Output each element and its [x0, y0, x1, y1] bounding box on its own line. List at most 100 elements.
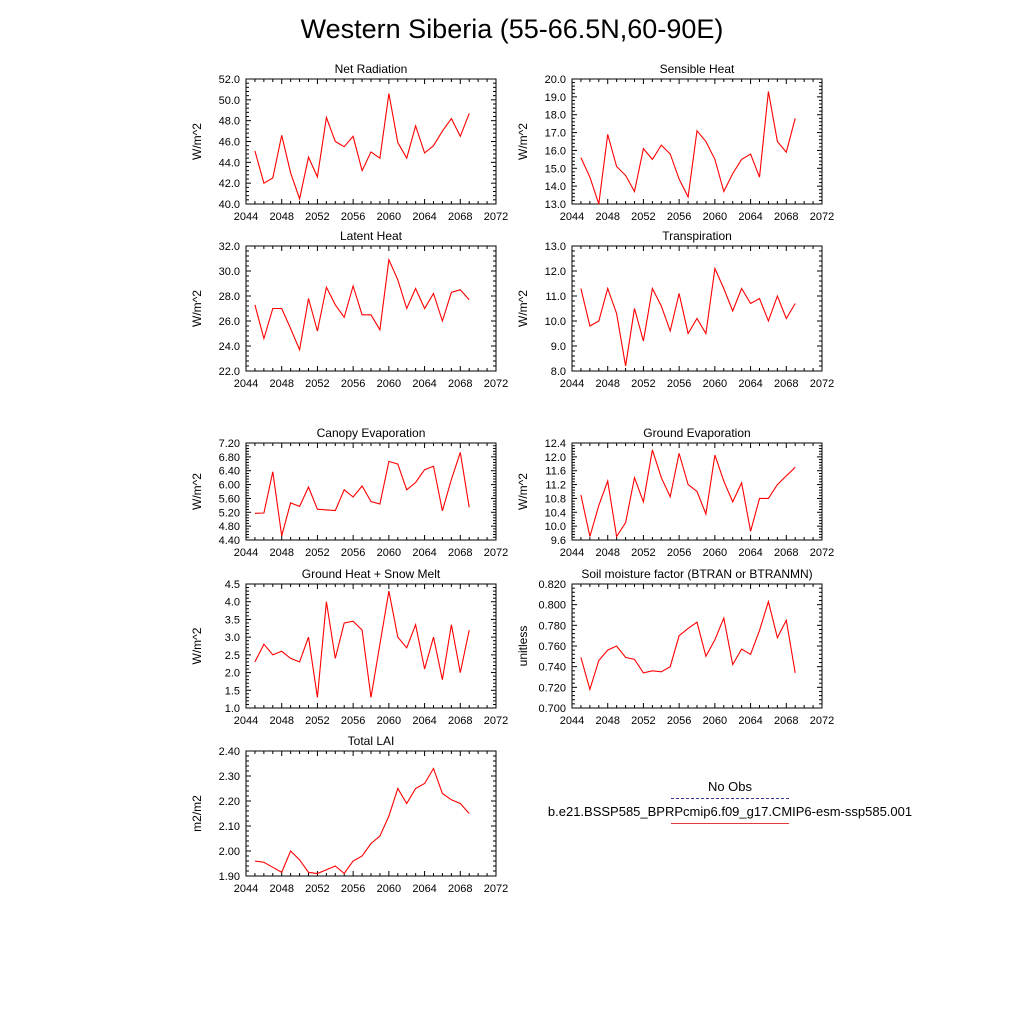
panel-3-ytick-label: 28.0 — [219, 291, 240, 303]
panel-8-xtick-label: 2048 — [595, 715, 619, 727]
panel-8-xtick-label: 2068 — [774, 715, 798, 727]
panel-2-xtick-label: 2068 — [774, 211, 798, 223]
panel-8-series-line — [580, 599, 796, 692]
panel-8-ytick-label: 0.760 — [538, 641, 566, 653]
panel-3-xtick-label: 2052 — [305, 378, 329, 390]
panel-4-ytick-label: 12.0 — [545, 266, 566, 278]
panel-5-ytick-label: 6.00 — [219, 480, 240, 492]
panel-4-xtick-label: 2052 — [631, 378, 655, 390]
panel-2-ytick-label: 20.0 — [545, 74, 566, 86]
panel-2-series-line — [580, 91, 796, 205]
panel-5-xtick-label: 2056 — [341, 547, 365, 559]
panel-9-ytick-label: 2.30 — [219, 771, 240, 783]
panel-5-xtick-label: 2064 — [412, 547, 436, 559]
panel-9-xtick-label: 2068 — [448, 883, 472, 895]
panel-7-series-line — [254, 590, 470, 698]
panel-6-title: Ground Evaporation — [643, 426, 750, 440]
panel-6-ytick-label: 12.4 — [545, 438, 566, 450]
panel-6-xtick-label: 2064 — [738, 547, 762, 559]
panel-8-xtick-label: 2064 — [738, 715, 762, 727]
panel-8-ytick-label: 0.700 — [538, 703, 566, 715]
panel-6-ytick-label: 10.8 — [545, 493, 566, 505]
legend-obs-label: No Obs — [707, 779, 753, 794]
panel-9-ytick-label: 2.10 — [219, 821, 240, 833]
panel-6-ytick-label: 12.0 — [545, 452, 566, 464]
panel-9-ylabel: m2/m2 — [190, 795, 204, 832]
panel-7-xtick-label: 2060 — [377, 715, 401, 727]
panel-5-xtick-label: 2052 — [305, 547, 329, 559]
panel-8-ytick-label: 0.780 — [538, 620, 566, 632]
panel-3-ytick-label: 22.0 — [219, 366, 240, 378]
panel-5-ylabel: W/m^2 — [190, 473, 204, 510]
panel-3-xtick-label: 2064 — [412, 378, 436, 390]
panel-2-xtick-label: 2056 — [667, 211, 691, 223]
legend: No Obs b.e21.BSSP585_BPRPcmip6.f09_g17.C… — [520, 778, 940, 828]
panel-6-ylabel: W/m^2 — [516, 473, 530, 510]
panel-1-xtick-label: 2056 — [341, 211, 365, 223]
panel-6-ytick-label: 10.0 — [545, 521, 566, 533]
panel-3-ylabel: W/m^2 — [190, 290, 204, 327]
panel-8-ytick-label: 0.740 — [538, 662, 566, 674]
panel-8-ytick-label: 0.820 — [538, 579, 566, 591]
panel-6-ytick-label: 11.6 — [545, 466, 566, 478]
panel-3-xtick-label: 2060 — [377, 378, 401, 390]
panel-4-xtick-label: 2056 — [667, 378, 691, 390]
panel-9-xtick-label: 2072 — [484, 883, 508, 895]
panel-1-xtick-label: 2072 — [484, 211, 508, 223]
legend-model-line — [671, 823, 789, 824]
panel-4-xtick-label: 2044 — [560, 378, 584, 390]
panel-7-xtick-label: 2064 — [412, 715, 436, 727]
panel-9-xtick-label: 2060 — [377, 883, 401, 895]
panel-4-frame — [571, 245, 823, 372]
panel-4-xtick-label: 2068 — [774, 378, 798, 390]
panel-7-ytick-label: 2.0 — [225, 668, 240, 680]
panel-6-ytick-label: 11.2 — [545, 480, 566, 492]
panel-8-xtick-label: 2060 — [703, 715, 727, 727]
panel-7-xtick-label: 2068 — [448, 715, 472, 727]
panel-2-title: Sensible Heat — [660, 62, 735, 76]
panel-1-ytick-label: 48.0 — [219, 116, 240, 128]
panel-7-xtick-label: 2052 — [305, 715, 329, 727]
panel-8-title: Soil moisture factor (BTRAN or BTRANMN) — [581, 567, 812, 581]
panel-5-ytick-label: 6.40 — [219, 466, 240, 478]
panel-4-title: Transpiration — [662, 229, 732, 243]
panel-9-ytick-label: 2.20 — [219, 796, 240, 808]
panel-4-xtick-label: 2072 — [810, 378, 834, 390]
panel-8-xtick-label: 2052 — [631, 715, 655, 727]
panel-8-ytick-label: 0.800 — [538, 600, 566, 612]
panel-1-series-line — [254, 93, 470, 201]
legend-model-label: b.e21.BSSP585_BPRPcmip6.f09_g17.CMIP6-es… — [547, 804, 913, 819]
panel-3-ytick-label: 24.0 — [219, 341, 240, 353]
panel-2-xtick-label: 2060 — [703, 211, 727, 223]
panel-1-ytick-label: 40.0 — [219, 199, 240, 211]
panel-1-ytick-label: 44.0 — [219, 157, 240, 169]
panel-1-ytick-label: 52.0 — [219, 74, 240, 86]
panel-6-ytick-label: 10.4 — [545, 507, 566, 519]
panel-8-ylabel: unitless — [516, 626, 530, 667]
panel-4-ytick-label: 10.0 — [545, 316, 566, 328]
panel-7-ytick-label: 4.5 — [225, 579, 240, 591]
panel-5-series-line — [254, 452, 470, 536]
panel-6-xtick-label: 2056 — [667, 547, 691, 559]
panel-5-ytick-label: 5.60 — [219, 493, 240, 505]
panel-2-ytick-label: 14.0 — [545, 181, 566, 193]
panel-6-xtick-label: 2048 — [595, 547, 619, 559]
panel-7-ytick-label: 3.0 — [225, 632, 240, 644]
panel-9-title: Total LAI — [348, 734, 395, 748]
panel-3-title: Latent Heat — [340, 229, 403, 243]
panel-1-ytick-label: 50.0 — [219, 95, 240, 107]
panel-9-ytick-label: 2.40 — [219, 746, 240, 758]
panel-1-ylabel: W/m^2 — [190, 123, 204, 160]
panel-1-xtick-label: 2068 — [448, 211, 472, 223]
panel-7-xtick-label: 2048 — [269, 715, 293, 727]
panel-4-ylabel: W/m^2 — [516, 290, 530, 327]
panel-9-xtick-label: 2056 — [341, 883, 365, 895]
panel-1-title: Net Radiation — [335, 62, 408, 76]
panel-1-ytick-label: 46.0 — [219, 137, 240, 149]
panel-6-xtick-label: 2060 — [703, 547, 727, 559]
panel-4-ytick-label: 11.0 — [545, 291, 566, 303]
panel-3-ytick-label: 30.0 — [219, 266, 240, 278]
panel-7-ytick-label: 2.5 — [225, 650, 240, 662]
panel-4-xtick-label: 2060 — [703, 378, 727, 390]
